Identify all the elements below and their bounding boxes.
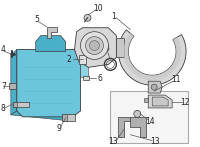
Polygon shape	[118, 117, 130, 137]
Text: 9: 9	[56, 124, 61, 133]
Polygon shape	[79, 55, 86, 64]
Polygon shape	[130, 117, 146, 137]
Text: 7: 7	[1, 82, 6, 91]
Polygon shape	[144, 98, 148, 102]
FancyBboxPatch shape	[110, 91, 188, 143]
Polygon shape	[9, 83, 16, 89]
Polygon shape	[116, 38, 124, 57]
Text: 14: 14	[145, 117, 155, 126]
Text: 8: 8	[1, 104, 5, 113]
Circle shape	[86, 37, 103, 55]
Circle shape	[151, 84, 157, 90]
Text: 10: 10	[94, 4, 103, 13]
Text: 1: 1	[111, 12, 116, 21]
Polygon shape	[36, 36, 66, 51]
Text: 5: 5	[34, 15, 39, 24]
Polygon shape	[17, 50, 81, 117]
Polygon shape	[123, 33, 181, 80]
Polygon shape	[13, 102, 17, 107]
Polygon shape	[81, 59, 88, 77]
Polygon shape	[148, 95, 172, 108]
Polygon shape	[62, 114, 75, 121]
Polygon shape	[11, 50, 17, 115]
Polygon shape	[83, 76, 89, 80]
Polygon shape	[75, 28, 116, 67]
Circle shape	[84, 14, 91, 21]
Text: 11: 11	[171, 75, 181, 84]
Polygon shape	[62, 114, 67, 121]
Circle shape	[89, 41, 99, 51]
Polygon shape	[11, 111, 73, 121]
Polygon shape	[47, 27, 57, 38]
Text: 4: 4	[0, 45, 5, 54]
Text: 12: 12	[180, 97, 190, 107]
Polygon shape	[13, 102, 29, 107]
Circle shape	[134, 110, 141, 117]
Polygon shape	[152, 97, 168, 106]
Polygon shape	[148, 81, 162, 93]
Circle shape	[81, 32, 108, 59]
Text: 3: 3	[104, 44, 109, 53]
Text: 13: 13	[150, 137, 160, 146]
Polygon shape	[118, 30, 186, 85]
Text: 6: 6	[97, 74, 102, 83]
Text: 2: 2	[66, 55, 71, 64]
Text: 13: 13	[109, 137, 118, 146]
